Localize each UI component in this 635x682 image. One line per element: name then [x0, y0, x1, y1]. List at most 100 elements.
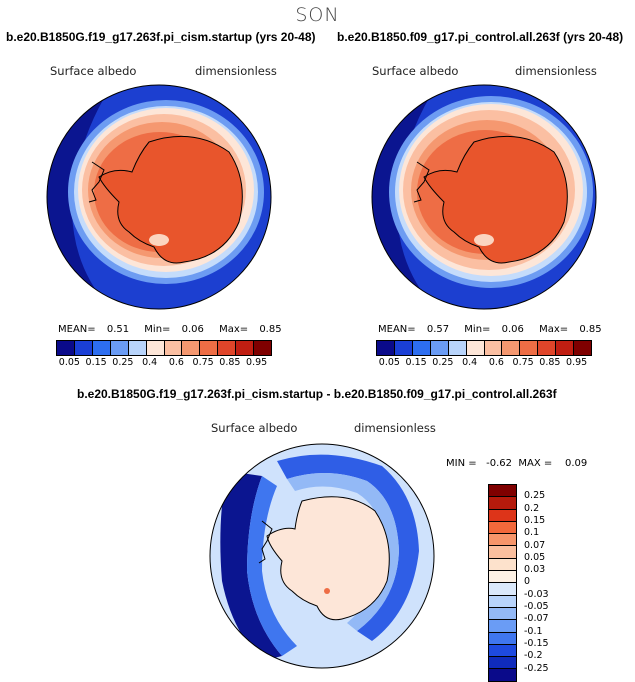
- diff-colorbar-swatch: [489, 485, 516, 498]
- right-colorbar-swatch: [502, 341, 521, 355]
- right-mean-label: MEAN=: [378, 324, 416, 335]
- right-colorbar-ticks: 0.05 0.15 0.25 0.4 0.6 0.75 0.85 0.95: [376, 357, 590, 371]
- right-colorbar-tick-label: 0.6: [488, 357, 504, 368]
- right-colorbar-tick-label: 0.85: [539, 357, 561, 368]
- right-variable-label: Surface albedo: [372, 64, 459, 78]
- left-colorbar-swatch: [74, 341, 93, 355]
- right-colorbar: [376, 340, 592, 356]
- left-colorbar-tick-label: 0.25: [112, 357, 134, 368]
- right-max-value: 0.85: [579, 324, 602, 335]
- left-colorbar-tick-label: 0.15: [85, 357, 107, 368]
- right-units-label: dimensionless: [515, 64, 597, 78]
- diff-colorbar-tick-label: -0.07: [524, 613, 549, 625]
- left-colorbar-swatch: [254, 341, 272, 355]
- left-colorbar-swatch: [146, 341, 165, 355]
- diff-colorbar: [488, 484, 517, 682]
- diff-colorbar-swatch: [489, 644, 516, 658]
- diff-colorbar-swatch: [489, 521, 516, 535]
- right-colorbar-tick-label: 0.75: [512, 357, 534, 368]
- diff-colorbar-tick-label: -0.03: [524, 588, 549, 600]
- left-colorbar-swatch: [236, 341, 255, 355]
- left-colorbar-tick-label: 0.75: [192, 357, 214, 368]
- diff-antarctica-map: [209, 443, 435, 669]
- left-colorbar-swatch: [110, 341, 129, 355]
- right-min-label: Min=: [464, 324, 491, 335]
- diff-colorbar-swatch: [489, 657, 516, 670]
- diff-colorbar-swatch: [489, 497, 516, 510]
- right-colorbar-swatch: [538, 341, 557, 355]
- right-colorbar-swatch: [520, 341, 539, 355]
- diff-colorbar-tick-label: -0.1: [524, 625, 543, 637]
- left-mean-label: MEAN=: [58, 324, 96, 335]
- right-colorbar-swatch: [466, 341, 485, 355]
- diff-colorbar-tick-label: 0.15: [524, 514, 546, 526]
- right-colorbar-tick-label: 0.05: [378, 357, 400, 368]
- left-max-label: Max=: [219, 324, 249, 335]
- diff-colorbar-tick-label: 0.25: [524, 490, 546, 502]
- left-colorbar-swatch: [164, 341, 183, 355]
- diff-colorbar-tick-label: 0.1: [524, 527, 540, 539]
- right-max-label: Max=: [539, 324, 569, 335]
- diff-colorbar-swatch: [489, 546, 516, 559]
- left-colorbar-ticks: 0.05 0.15 0.25 0.4 0.6 0.75 0.85 0.95: [56, 357, 270, 371]
- right-colorbar-swatch: [484, 341, 503, 355]
- right-panel-title: b.e20.B1850.f09_g17.pi_control.all.263f …: [337, 30, 624, 44]
- left-colorbar-swatch: [128, 341, 147, 355]
- diff-colorbar-swatch: [489, 534, 516, 547]
- diff-panel-title: b.e20.B1850G.f19_g17.263f.pi_cism.startu…: [77, 387, 557, 401]
- left-colorbar-tick-label: 0.95: [246, 357, 268, 368]
- diff-colorbar-tick-label: 0.03: [524, 564, 546, 576]
- diff-colorbar-tick-label: 0.07: [524, 539, 546, 551]
- left-colorbar-tick-label: 0.05: [58, 357, 80, 368]
- diff-colorbar-swatch: [489, 571, 516, 584]
- left-variable-label: Surface albedo: [50, 64, 137, 78]
- right-colorbar-swatch: [556, 341, 575, 355]
- left-colorbar-swatch: [182, 341, 201, 355]
- left-colorbar: [56, 340, 272, 356]
- right-mean-value: 0.57: [426, 324, 450, 335]
- left-colorbar-tick-label: 0.4: [142, 357, 158, 368]
- diff-colorbar-swatch: [489, 632, 516, 645]
- diff-colorbar-tick-label: -0.25: [524, 662, 549, 674]
- right-colorbar-tick-label: 0.95: [566, 357, 588, 368]
- right-colorbar-swatch: [412, 341, 431, 355]
- diff-colorbar-swatch: [489, 558, 516, 572]
- left-colorbar-tick-label: 0.6: [168, 357, 184, 368]
- left-colorbar-swatch: [200, 341, 219, 355]
- right-colorbar-swatch: [394, 341, 413, 355]
- left-colorbar-swatch: [92, 341, 111, 355]
- season-title: SON: [295, 4, 340, 26]
- left-mean-value: 0.51: [106, 324, 130, 335]
- diff-colorbar-tick-label: -0.15: [524, 637, 549, 649]
- diff-colorbar-swatch: [489, 669, 516, 681]
- right-colorbar-swatch: [574, 341, 592, 355]
- diff-variable-label: Surface albedo: [211, 421, 298, 435]
- right-colorbar-swatch: [448, 341, 467, 355]
- left-max-value: 0.85: [259, 324, 282, 335]
- left-min-value: 0.06: [181, 324, 204, 335]
- diff-colorbar-swatch: [489, 583, 516, 596]
- left-antarctica-map: [46, 84, 272, 310]
- right-antarctica-map: [371, 84, 597, 310]
- right-colorbar-swatch: [377, 341, 395, 355]
- diff-colorbar-tick-label: -0.2: [524, 650, 543, 662]
- right-colorbar-tick-label: 0.4: [462, 357, 478, 368]
- diff-colorbar-tick-label: -0.05: [524, 601, 549, 612]
- left-colorbar-swatch: [57, 341, 75, 355]
- left-colorbar-tick-label: 0.85: [219, 357, 241, 368]
- diff-colorbar-tick-label: 0.2: [524, 502, 540, 514]
- diff-colorbar-tick-label: 0: [524, 576, 531, 588]
- diff-colorbar-swatch: [489, 620, 516, 633]
- right-colorbar-swatch: [430, 341, 449, 355]
- diff-colorbar-swatch: [489, 607, 516, 621]
- left-units-label: dimensionless: [195, 64, 277, 78]
- diff-colorbar-tick-label: 0.05: [524, 551, 546, 563]
- diff-stats: MIN = -0.62 MAX = 0.09: [446, 458, 588, 469]
- left-colorbar-swatch: [218, 341, 237, 355]
- right-colorbar-tick-label: 0.25: [432, 357, 454, 368]
- diff-colorbar-swatch: [489, 509, 516, 522]
- diff-units-label: dimensionless: [354, 421, 436, 435]
- left-panel-title: b.e20.B1850G.f19_g17.263f.pi_cism.startu…: [6, 30, 316, 44]
- diff-colorbar-swatch: [489, 595, 516, 608]
- left-min-label: Min=: [144, 324, 171, 335]
